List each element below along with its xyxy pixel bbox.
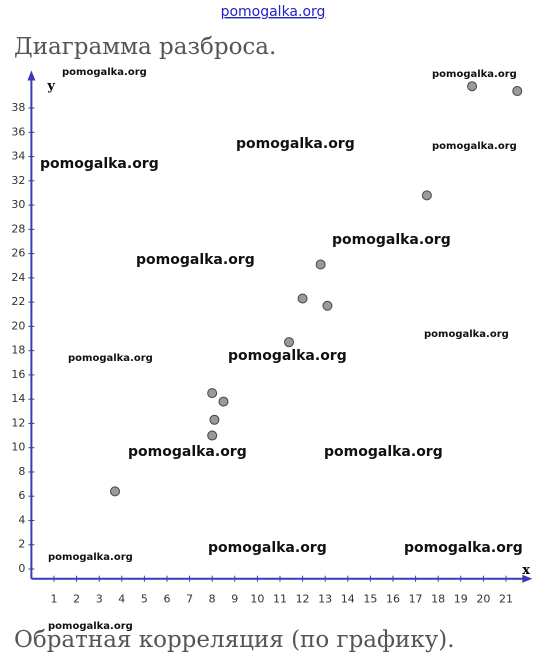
watermark: pomogalka.org <box>324 444 443 460</box>
point <box>512 86 523 97</box>
point <box>315 259 326 270</box>
point <box>297 293 308 304</box>
x-tick-label: 5 <box>141 593 148 606</box>
watermark: pomogalka.org <box>62 67 147 78</box>
point <box>218 396 229 407</box>
watermark: pomogalka.org <box>424 329 509 340</box>
source-link[interactable]: pomogalka.org <box>221 4 326 20</box>
x-tick-label: 18 <box>431 593 445 606</box>
y-tick-label: 22 <box>11 295 25 308</box>
point <box>207 430 218 441</box>
y-tick-label: 32 <box>11 174 25 187</box>
x-tick-label: 6 <box>163 593 170 606</box>
x-tick-label: 2 <box>73 593 80 606</box>
y-tick-label: 24 <box>11 271 25 284</box>
watermark: pomogalka.org <box>136 252 255 268</box>
watermark: pomogalka.org <box>332 232 451 248</box>
point <box>110 486 121 497</box>
chart-caption: Обратная корреляция (по графику). <box>14 627 455 653</box>
x-tick-label: 16 <box>386 593 400 606</box>
x-tick-label: 13 <box>318 593 332 606</box>
watermark: pomogalka.org <box>48 621 133 632</box>
x-tick-label: 10 <box>250 593 264 606</box>
x-tick-label: 14 <box>341 593 355 606</box>
chart-title: Диаграмма разброса. <box>14 34 276 60</box>
x-tick-label: 19 <box>454 593 468 606</box>
point <box>209 414 220 425</box>
x-tick-label: 21 <box>499 593 513 606</box>
y-tick-label: 28 <box>11 222 25 235</box>
y-tick-label: 2 <box>18 538 25 551</box>
y-tick-label: 14 <box>11 392 25 405</box>
y-tick-label: 6 <box>18 489 25 502</box>
y-tick-label: 18 <box>11 344 25 357</box>
x-tick-label: 3 <box>96 593 103 606</box>
y-tick-label: 20 <box>11 319 25 332</box>
x-tick-label: 20 <box>476 593 490 606</box>
x-tick-label: 7 <box>186 593 193 606</box>
watermark: pomogalka.org <box>128 444 247 460</box>
x-tick-label: 1 <box>50 593 57 606</box>
y-arrow <box>27 70 36 81</box>
y-tick-label: 10 <box>11 441 25 454</box>
x-arrow <box>522 574 533 583</box>
x-tick-label: 15 <box>363 593 377 606</box>
point <box>284 337 295 348</box>
point <box>207 388 218 399</box>
y-tick-label: 4 <box>18 513 25 526</box>
watermark: pomogalka.org <box>208 540 327 556</box>
point <box>467 81 478 92</box>
y-tick-label: 26 <box>11 247 25 260</box>
watermark: pomogalka.org <box>236 136 355 152</box>
point <box>322 300 333 311</box>
x-tick-label: 17 <box>409 593 423 606</box>
watermark: pomogalka.org <box>48 552 133 563</box>
y-tick-label: 34 <box>11 150 25 163</box>
x-tick-label: 11 <box>273 593 287 606</box>
watermark: pomogalka.org <box>432 141 517 152</box>
x-axis-label: x <box>522 563 530 578</box>
x-tick-label: 12 <box>296 593 310 606</box>
x-tick-label: 4 <box>118 593 125 606</box>
watermark: pomogalka.org <box>432 69 517 80</box>
watermark: pomogalka.org <box>68 353 153 364</box>
y-tick-label: 36 <box>11 125 25 138</box>
y-tick-label: 16 <box>11 368 25 381</box>
y-tick-label: 38 <box>11 101 25 114</box>
x-tick-label: 8 <box>209 593 216 606</box>
point <box>421 190 432 201</box>
x-tick-label: 9 <box>231 593 238 606</box>
y-tick-label: 30 <box>11 198 25 211</box>
watermark: pomogalka.org <box>40 156 159 172</box>
y-tick-label: 0 <box>18 562 25 575</box>
y-tick-label: 8 <box>18 465 25 478</box>
y-tick-label: 12 <box>11 416 25 429</box>
watermark: pomogalka.org <box>228 348 347 364</box>
y-axis-label: y <box>46 79 55 94</box>
watermark: pomogalka.org <box>404 540 523 556</box>
